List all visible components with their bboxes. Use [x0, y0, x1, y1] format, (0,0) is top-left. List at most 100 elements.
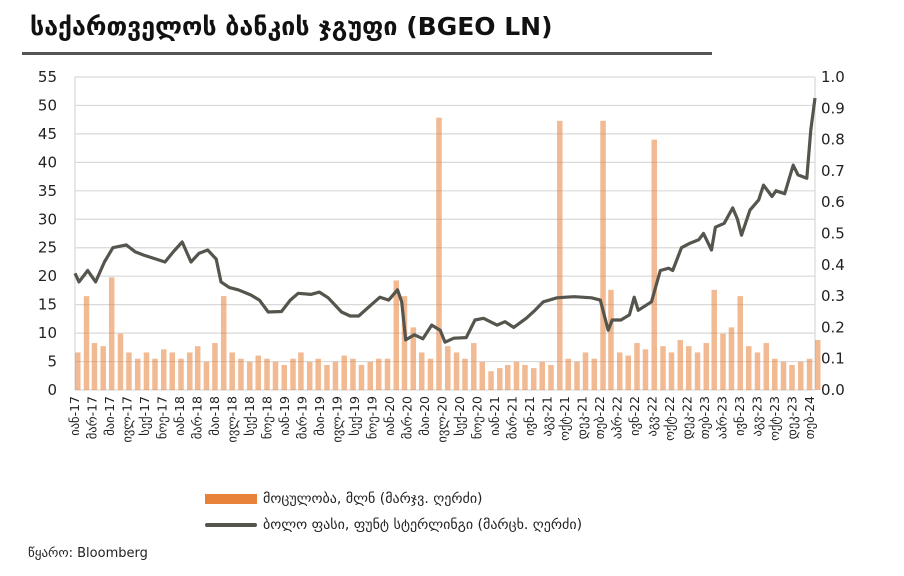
x-tick-label: მარ-21: [505, 396, 520, 439]
right-tick-label: 0.3: [821, 287, 845, 305]
volume-bar: [471, 343, 477, 390]
volume-bar: [711, 289, 717, 390]
volume-bar: [806, 358, 813, 390]
x-tick-label: იან-19: [277, 396, 292, 436]
volume-bar: [75, 352, 81, 390]
volume-bar: [375, 358, 382, 390]
volume-bar: [668, 352, 675, 390]
x-tick-label: ივნ-22: [627, 396, 642, 436]
volume-bar: [815, 339, 821, 390]
volume-bar: [410, 327, 416, 390]
right-tick-label: 0.4: [821, 256, 845, 274]
volume-bar: [264, 358, 270, 390]
volume-bar: [798, 361, 804, 390]
right-tick-label: 0.0: [821, 381, 845, 399]
right-tick-label: 0.8: [821, 131, 845, 149]
volume-bar: [453, 352, 460, 390]
volume-swatch: [205, 494, 257, 504]
x-tick-label: სექ-17: [137, 396, 152, 436]
left-tick-label: 50: [38, 96, 57, 114]
volume-bar: [625, 355, 631, 390]
volume-bar: [212, 343, 218, 390]
volume-bar: [557, 120, 563, 390]
right-tick-label: 0.9: [821, 99, 845, 117]
left-tick-label: 15: [38, 296, 57, 314]
x-tick-label: მაი-20: [417, 396, 432, 436]
volume-bar: [651, 139, 658, 390]
volume-bar: [600, 120, 606, 390]
x-tick-label: ივნ-21: [522, 396, 537, 436]
volume-bar: [187, 352, 193, 390]
right-tick-label: 1.0: [821, 68, 845, 86]
left-tick-label: 25: [38, 239, 57, 257]
volume-bar: [539, 361, 545, 390]
left-tick-label: 0: [47, 381, 57, 399]
volume-bar: [789, 364, 795, 390]
x-tick-label: მარ-18: [190, 396, 205, 439]
volume-bar: [108, 277, 115, 390]
x-tick-label: ოქტ-23: [767, 396, 782, 441]
volume-bar: [522, 364, 528, 390]
x-tick-label: ნოე-20: [470, 396, 485, 439]
volume-bar: [203, 361, 210, 390]
volume-bar: [642, 349, 649, 390]
volume-bar: [737, 296, 743, 390]
x-tick-label: აგვ-22: [645, 396, 660, 436]
volume-bar: [238, 358, 244, 390]
volume-bar: [126, 352, 132, 390]
x-tick-label: სექ-18: [242, 396, 257, 436]
volume-bar: [504, 364, 511, 390]
volume-bar: [178, 358, 184, 390]
legend-item-price: ბოლო ფასი, ფუნტ სტერლინგი (მარცხ. ღერძი): [205, 512, 582, 538]
x-tick-label: ივლ-19: [330, 396, 345, 443]
volume-bar: [720, 333, 726, 390]
x-tick-label: ივლ-20: [435, 396, 450, 443]
volume-bar: [272, 361, 279, 390]
legend: მოცულობა, მლნ (მარჯვ. ღერძი) ბოლო ფასი, …: [205, 486, 582, 538]
price-swatch: [205, 523, 257, 527]
volume-bar: [574, 361, 580, 390]
volume-bar: [418, 352, 425, 390]
volume-bar: [616, 352, 623, 390]
volume-bar: [608, 289, 614, 390]
volume-bar: [229, 352, 235, 390]
volume-bar: [350, 358, 356, 390]
x-tick-label: დეკ-21: [575, 396, 590, 439]
volume-bar: [281, 364, 288, 390]
volume-bar: [497, 368, 503, 390]
x-tick-label: აგვ-21: [540, 396, 555, 436]
volume-bar: [160, 349, 167, 390]
x-tick-label: თებ-22: [592, 396, 607, 439]
x-tick-label: იან-21: [487, 396, 502, 436]
volume-bar: [332, 361, 339, 390]
x-tick-label: მაი-19: [312, 396, 327, 436]
volume-bar: [384, 358, 391, 390]
volume-bar: [780, 361, 787, 390]
volume-bar: [530, 368, 537, 390]
x-tick-label: ივნ-23: [732, 396, 747, 436]
x-tick-label: იან-17: [67, 396, 82, 436]
x-tick-label: ოქტ-22: [662, 396, 677, 441]
x-tick-label: იან-20: [382, 396, 397, 436]
left-tick-label: 30: [38, 210, 57, 228]
x-tick-label: ივლ-18: [225, 396, 240, 443]
x-tick-label: იან-18: [172, 396, 187, 436]
volume-bar: [341, 355, 347, 390]
volume-bar: [427, 358, 434, 390]
volume-bar: [565, 358, 572, 390]
x-tick-label: აპრ-22: [610, 396, 625, 439]
x-tick-label: სექ-20: [452, 396, 467, 436]
volume-bar: [462, 358, 468, 390]
volume-bar: [393, 280, 400, 390]
x-tick-label: აგვ-23: [750, 396, 765, 436]
x-tick-label: მაი-17: [102, 396, 117, 436]
volume-bar: [686, 346, 692, 390]
volume-bar: [703, 343, 710, 390]
x-tick-label: ნოე-19: [365, 396, 380, 439]
right-tick-label: 0.5: [821, 225, 845, 243]
volume-bar: [255, 355, 261, 390]
volume-bars: [75, 117, 821, 390]
legend-item-volume: მოცულობა, მლნ (მარჯვ. ღერძი): [205, 486, 582, 512]
legend-label-price: ბოლო ფასი, ფუნტ სტერლინგი (მარცხ. ღერძი): [263, 517, 583, 533]
